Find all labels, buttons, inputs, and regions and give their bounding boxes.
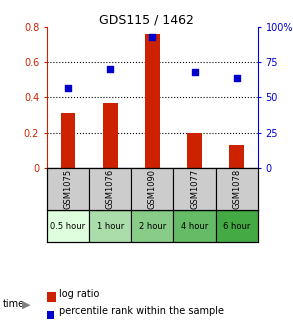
Point [66, 85, 70, 90]
Text: percentile rank within the sample: percentile rank within the sample [59, 306, 224, 316]
Bar [103, 103, 117, 168]
FancyBboxPatch shape [47, 168, 89, 210]
FancyBboxPatch shape [216, 168, 258, 210]
FancyBboxPatch shape [131, 210, 173, 242]
FancyBboxPatch shape [89, 210, 131, 242]
FancyBboxPatch shape [131, 168, 173, 210]
Text: time: time [3, 299, 25, 309]
Text: GSM1075: GSM1075 [64, 169, 72, 209]
Text: GSM1077: GSM1077 [190, 169, 199, 209]
FancyBboxPatch shape [173, 168, 216, 210]
Text: 4 hour: 4 hour [181, 221, 208, 230]
FancyBboxPatch shape [216, 210, 258, 242]
Text: GDS115 / 1462: GDS115 / 1462 [99, 13, 194, 27]
Point [192, 69, 197, 75]
Text: GSM1078: GSM1078 [232, 169, 241, 209]
FancyBboxPatch shape [47, 210, 89, 242]
Point [234, 75, 239, 80]
Text: log ratio: log ratio [59, 289, 99, 299]
Text: ▶: ▶ [22, 300, 30, 310]
Point [108, 67, 113, 72]
FancyBboxPatch shape [89, 168, 131, 210]
Bar [187, 133, 202, 168]
Bar [145, 34, 160, 168]
Text: 0.5 hour: 0.5 hour [50, 221, 86, 230]
Text: 2 hour: 2 hour [139, 221, 166, 230]
Point [150, 34, 155, 39]
Text: 1 hour: 1 hour [96, 221, 124, 230]
Text: 6 hour: 6 hour [223, 221, 251, 230]
Bar [61, 113, 75, 168]
FancyBboxPatch shape [173, 210, 216, 242]
Text: GSM1090: GSM1090 [148, 169, 157, 209]
Bar [229, 145, 244, 168]
Text: GSM1076: GSM1076 [106, 169, 115, 209]
